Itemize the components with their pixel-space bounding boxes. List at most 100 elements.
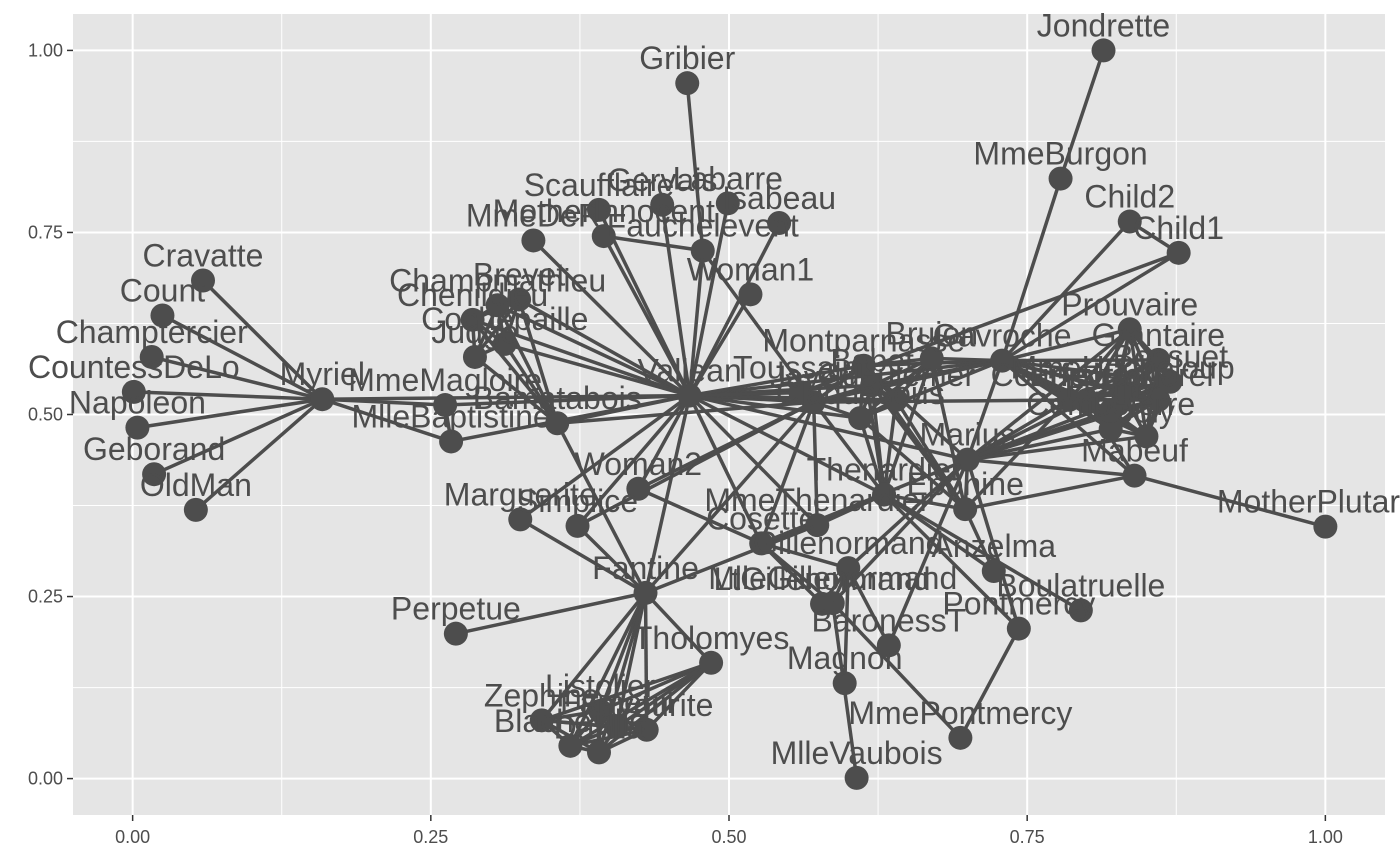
network-edge [576, 394, 691, 528]
network-edge [568, 592, 648, 747]
node-label: Jondrette [1037, 7, 1170, 43]
node-label: Champmathieu [389, 262, 606, 298]
network-node [836, 556, 861, 581]
node-label: Cosette [706, 500, 816, 536]
node-label: Mabeuf [1081, 433, 1188, 469]
node-label: Babet [830, 342, 914, 378]
network-node [860, 373, 885, 398]
network-edge [858, 417, 886, 496]
node-label: Napoleon [69, 385, 206, 421]
node-label: Fantine [592, 550, 699, 586]
node-label: CountessDeLo [28, 349, 240, 385]
network-edge [859, 416, 967, 511]
network-node [1074, 387, 1099, 412]
node-label: Brujon [886, 315, 979, 351]
network-node [1098, 417, 1123, 442]
network-edge [637, 400, 815, 491]
node-label: Tholomyes [633, 620, 790, 656]
network-node [460, 307, 485, 332]
network-node [883, 387, 908, 412]
network-edge [1000, 178, 1063, 362]
network-edge [964, 473, 1135, 511]
network-node [1146, 347, 1171, 372]
network-edge [644, 400, 815, 595]
network-edge [883, 493, 995, 573]
x-tick-label: 0.50 [711, 827, 746, 847]
network-node [121, 379, 146, 404]
node-label: Feuilly [1064, 368, 1156, 404]
network-node [565, 513, 590, 538]
node-label: Isabeau [722, 180, 836, 216]
network-node [485, 293, 510, 318]
x-tick-label: 0.00 [115, 827, 150, 847]
network-edge [541, 718, 647, 732]
network-edge [541, 661, 712, 722]
network-edge [643, 395, 692, 594]
network-node [1048, 166, 1073, 191]
network-node [626, 476, 651, 501]
network-edge [556, 393, 690, 425]
network-node [439, 429, 464, 454]
node-label: Marius [920, 417, 1016, 453]
network-node [990, 348, 1015, 373]
network-edge [602, 235, 692, 397]
network-edge [645, 661, 713, 732]
network-edge [965, 360, 1004, 461]
node-label: LtGillenormand [714, 561, 931, 597]
network-node [1146, 387, 1171, 412]
network-node [310, 387, 335, 412]
network-edge [831, 601, 962, 740]
network-node [851, 353, 876, 378]
network-node [433, 393, 458, 418]
network-node [545, 411, 570, 436]
network-edge [759, 401, 816, 544]
y-tick-label: 1.00 [28, 40, 63, 60]
node-label: Cravatte [143, 238, 264, 274]
node-label: Enjolras [1029, 357, 1145, 393]
network-node [919, 346, 944, 371]
y-tick-label: 0.25 [28, 587, 63, 607]
network-edge [603, 234, 704, 253]
network-edge [831, 458, 969, 605]
node-label: Geborand [83, 431, 225, 467]
node-label: Brevet [473, 256, 566, 292]
network-edge [637, 487, 762, 545]
network-edge [688, 293, 752, 397]
node-label: Claquesous [776, 375, 945, 411]
node-label: Cochepaille [421, 301, 588, 337]
network-edge [471, 318, 559, 425]
network-node [183, 497, 208, 522]
network-edge [1067, 328, 1132, 402]
node-label: Dahlia [554, 709, 645, 745]
network-edge [967, 398, 1159, 462]
network-edge [161, 313, 324, 401]
network-edge [519, 517, 647, 595]
network-edge [1000, 359, 1136, 477]
node-label: MotherPlutarch [1217, 484, 1400, 520]
node-label: Toussaint [733, 350, 868, 386]
network-edge [151, 355, 323, 401]
network-node [125, 415, 150, 440]
node-label: Child2 [1084, 179, 1175, 215]
network-node [650, 192, 675, 217]
network-edge [1002, 358, 1159, 363]
network-node [586, 740, 611, 765]
network-edge [760, 541, 849, 570]
network-edge [137, 397, 323, 430]
x-tick-label: 1.00 [1308, 827, 1343, 847]
network-node [1091, 38, 1116, 63]
network-node [1056, 387, 1081, 412]
network-edge [201, 279, 324, 401]
network-node [586, 197, 611, 222]
network-edge [503, 342, 559, 425]
node-label: MmeHucheloup [1011, 350, 1235, 386]
network-node [699, 650, 724, 675]
network-node [738, 282, 763, 307]
node-label: Magnon [787, 640, 903, 676]
node-label: Grantaire [1092, 317, 1225, 353]
network-edge [689, 390, 801, 398]
network-edge [760, 458, 969, 546]
node-label: Simplice [517, 483, 638, 519]
network-edge [643, 592, 649, 730]
